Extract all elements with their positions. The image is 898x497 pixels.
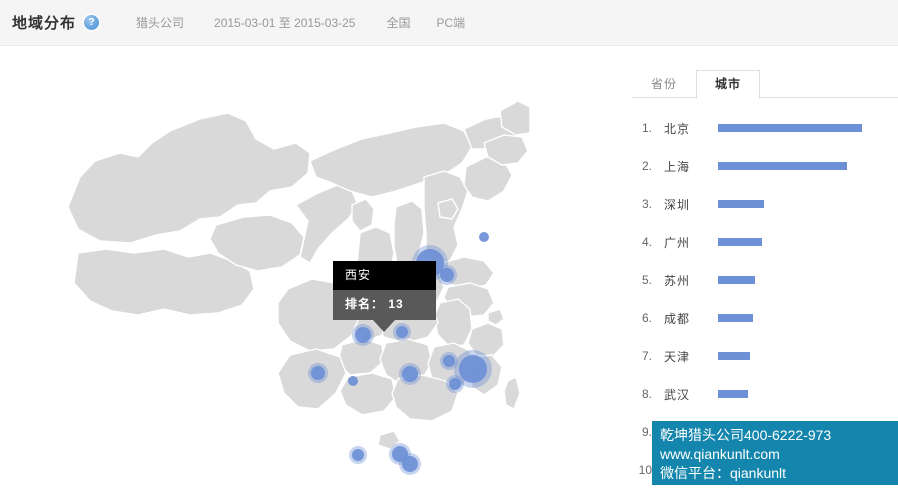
map-tooltip-rank: 排名： 13 [333,290,436,320]
map-bubble-zhengzhou[interactable] [396,326,408,338]
rank-bar [718,390,748,398]
rank-bar [718,314,753,322]
rank-row[interactable]: 6. 成都 [632,299,898,337]
rank-index: 3. [641,197,652,211]
map-bubble-shenzhen[interactable] [402,456,418,472]
rank-bar-track [718,124,898,132]
map-bubble-shenyang[interactable] [479,232,489,242]
rank-city-name: 广州 [664,235,691,250]
map-bubble-shanghai[interactable] [459,355,487,383]
rank-index: 5. [641,273,652,287]
watermark-overlay: 乾坤猎头公司400-6222-973 www.qiankunlt.com 微信平… [652,421,898,485]
rank-row[interactable]: 3. 深圳 [632,185,898,223]
rank-index: 8. [641,387,652,401]
map-tooltip-rank-label: 排名： [345,297,385,311]
rank-city-name: 深圳 [664,197,691,212]
rank-bar [718,162,847,170]
map-bubble-chengdu[interactable] [311,366,325,380]
map-bubble-xian[interactable] [355,327,371,343]
rank-bar-track [718,162,898,170]
map-tooltip-pointer [373,320,395,332]
rank-city-name: 天津 [664,349,691,364]
rank-index: 2. [641,159,652,173]
map-bubble-nanjing[interactable] [443,355,455,367]
rank-row[interactable]: 7. 天津 [632,337,898,375]
rank-bar-track [718,276,898,284]
breadcrumb-company[interactable]: 猎头公司 [136,16,185,30]
china-map-svg[interactable] [60,57,530,477]
map-bubble-tianjin[interactable] [440,268,454,282]
rank-row[interactable]: 2. 上海 [632,147,898,185]
map-bubble-chongqing[interactable] [348,376,358,386]
rank-bar [718,276,755,284]
map-panel[interactable]: 西安 排名： 13 搜索指数：高 低 [0,47,615,497]
rank-index: 7. [641,349,652,363]
breadcrumb-region[interactable]: 全国 [386,16,411,30]
rank-row[interactable]: 8. 武汉 [632,375,898,413]
breadcrumb-date-range[interactable]: 2015-03-01 至 2015-03-25 [214,16,356,30]
rank-city-name: 武汉 [664,387,691,402]
rank-index: 4. [641,235,652,249]
watermark-line-company: 乾坤猎头公司400-6222-973 [660,427,832,443]
rank-bar [718,238,762,246]
map-bubble-hangzhou[interactable] [449,378,461,390]
rank-bar [718,200,764,208]
rank-bar-track [718,238,898,246]
page-title: 地域分布 [12,15,77,32]
rank-city-name: 苏州 [664,273,691,288]
rank-bar-track [718,314,898,322]
rank-city-name: 上海 [664,159,691,174]
rank-bar-track [718,390,898,398]
rank-list: 1. 北京 2. 上海 3. 深圳 4. 广州 5. 苏州 6. 成都 [632,109,898,489]
map-bubble-wuhan[interactable] [402,366,418,382]
tab-city[interactable]: 城市 [696,70,761,99]
rank-index: 6. [641,311,652,325]
rank-city-name: 北京 [664,121,691,136]
rank-bar [718,124,862,132]
rank-row[interactable]: 5. 苏州 [632,261,898,299]
rank-index: 10 [638,463,652,477]
breadcrumb-device[interactable]: PC端 [436,16,466,30]
help-icon[interactable]: ? [84,15,100,30]
map-provinces [67,100,530,450]
rank-index: 9. [641,425,652,439]
rank-tabs: 省份 城市 [632,70,898,99]
page-header: 地域分布 ? 猎头公司 2015-03-01 至 2015-03-25 全国 P… [0,0,898,46]
map-tooltip: 西安 排名： 13 [333,261,436,332]
rank-index: 1. [641,121,652,135]
map-tooltip-city: 西安 [333,261,436,290]
rank-row[interactable]: 1. 北京 [632,109,898,147]
watermark-line-wechat: 微信平台：qiankunlt [660,465,787,481]
map-bubble-kunming[interactable] [352,449,364,461]
tab-province[interactable]: 省份 [651,77,678,91]
watermark-line-website: www.qiankunlt.com [660,446,780,462]
map-tooltip-rank-value: 13 [388,297,404,311]
rank-bar-track [718,200,898,208]
rank-bar [718,352,750,360]
rank-city-name: 成都 [664,311,691,326]
rank-bar-track [718,352,898,360]
rank-row[interactable]: 4. 广州 [632,223,898,261]
